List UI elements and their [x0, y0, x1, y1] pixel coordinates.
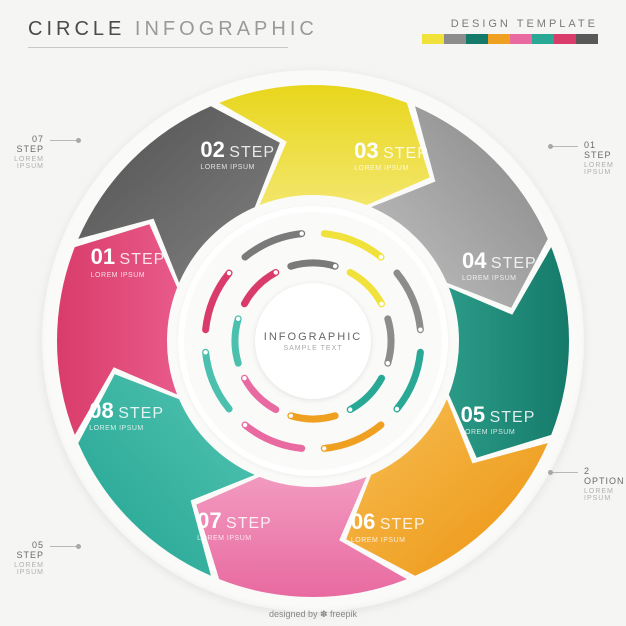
inner-arc	[388, 319, 391, 363]
swatch-row	[422, 34, 598, 44]
callout-3: 07 STEP LOREM IPSUM	[14, 134, 44, 170]
inner-arc	[245, 425, 302, 448]
center-sub: SAMPLE TEXT	[283, 345, 342, 352]
inner-arc	[245, 234, 302, 257]
callout-title: 01 STEP	[584, 140, 614, 160]
inner-arc	[235, 319, 238, 363]
inner-arc	[206, 273, 229, 330]
callout-title: 07 STEP	[14, 134, 44, 154]
subtitle-block: DESIGN TEMPLATE	[422, 18, 598, 44]
callout-title: 05 STEP	[14, 540, 44, 560]
header: CIRCLE INFOGRAPHIC DESIGN TEMPLATE	[0, 0, 626, 48]
swatch	[422, 34, 444, 44]
callout-sub: LOREM IPSUM	[584, 162, 614, 176]
callout-1: 2 OPTION LOREM IPSUM	[584, 466, 625, 502]
swatch	[488, 34, 510, 44]
title-part-a: CIRCLE	[28, 18, 125, 40]
title-block: CIRCLE INFOGRAPHIC	[28, 18, 318, 48]
inner-arc	[397, 352, 420, 409]
inner-arc	[291, 263, 335, 266]
swatch	[510, 34, 532, 44]
inner-arc	[324, 425, 381, 448]
callout-sub: LOREM IPSUM	[14, 562, 44, 576]
swatch	[532, 34, 554, 44]
center-core: INFOGRAPHIC SAMPLE TEXT	[255, 283, 371, 399]
subtitle: DESIGN TEMPLATE	[422, 18, 598, 30]
callout-sub: LOREM IPSUM	[584, 488, 625, 502]
callout-0: 01 STEP LOREM IPSUM	[584, 140, 614, 176]
swatch	[466, 34, 488, 44]
inner-arc	[291, 416, 335, 419]
inner-arc	[324, 234, 381, 257]
title-part-b: INFOGRAPHIC	[135, 18, 318, 40]
swatch	[554, 34, 576, 44]
inner-arc	[206, 352, 229, 409]
callout-title: 2 OPTION	[584, 466, 625, 486]
page-title: CIRCLE INFOGRAPHIC	[28, 18, 318, 41]
inner-arc	[350, 272, 381, 303]
inner-arc	[244, 378, 275, 409]
callout-2: 05 STEP LOREM IPSUM	[14, 540, 44, 576]
swatch	[576, 34, 598, 44]
center-title: INFOGRAPHIC	[264, 331, 362, 343]
inner-arc	[397, 273, 420, 330]
inner-arc	[350, 378, 381, 409]
footer-credit: designed by ✽ freepik	[0, 609, 626, 620]
circle-stage: INFOGRAPHIC SAMPLE TEXT 01 STEPLOREM IPS…	[42, 70, 584, 612]
title-rule	[28, 47, 288, 48]
callout-sub: LOREM IPSUM	[14, 156, 44, 170]
swatch	[444, 34, 466, 44]
